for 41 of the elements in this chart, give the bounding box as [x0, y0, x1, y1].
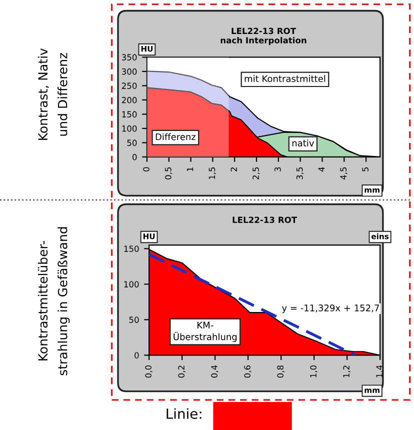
y-tick-label: 100: [124, 281, 139, 288]
x-tick-label: 3: [274, 167, 281, 172]
chart-title: LEL22-13 ROT nach Interpolation: [220, 28, 306, 46]
x-tick-label: 0,6: [244, 365, 252, 378]
annotation: y = -11,329x + 152,7: [282, 304, 379, 314]
y-tick-label: 150: [122, 111, 137, 118]
text: Linie:: [166, 408, 202, 419]
y-tick-label: 250: [122, 82, 137, 89]
x-tick-label: 2,5: [252, 167, 260, 180]
y-tick-label: 150: [124, 246, 139, 252]
x-tick-label: 0,4: [211, 365, 218, 378]
y-tick-label: 0: [132, 154, 137, 160]
x-tick-label: 0,2: [178, 366, 186, 378]
chart-title: LEL22-13 ROT: [232, 216, 298, 223]
y-tick-label: 300: [122, 68, 137, 75]
text: mit Kontrastmittel: [244, 75, 326, 82]
y-tick-label: 0: [134, 352, 139, 358]
series-label: nativ: [292, 139, 314, 146]
x-tick-label: 0,5: [164, 167, 172, 180]
x-tick-label: 1,4: [376, 365, 384, 378]
y-tick-label: 50: [127, 140, 137, 146]
series-label: KM- Überstrahlung: [174, 322, 237, 342]
x-tick-label: 4,5: [340, 167, 348, 180]
x-tick-label: 4: [318, 167, 325, 172]
y-tick-label: 100: [122, 125, 137, 132]
x-tick-label: 5: [362, 167, 368, 172]
x-tick-label: 1,2: [343, 366, 350, 378]
x-tick-label: 3,5: [296, 167, 304, 180]
series-label: Differenz: [156, 133, 196, 140]
text: Kontrast, Nativ und Differenz: [38, 48, 68, 140]
x-tick-label: 0,8: [277, 365, 284, 378]
x-tick-label: 1,0: [310, 365, 318, 378]
x-tick-label: 1: [187, 167, 194, 172]
x-tick-label: 0,0: [145, 365, 152, 378]
y-tick-label: 200: [122, 96, 137, 104]
x-tick-label: 1,5: [208, 167, 216, 180]
y-tick-label: 350: [122, 54, 137, 60]
y-tick-label: 50: [129, 316, 139, 323]
text: Kontrastmittelüber- strahlung in Gefäßwand: [38, 227, 70, 376]
x-tick-label: 2: [230, 168, 237, 172]
x-tick-label: 0: [143, 167, 150, 172]
